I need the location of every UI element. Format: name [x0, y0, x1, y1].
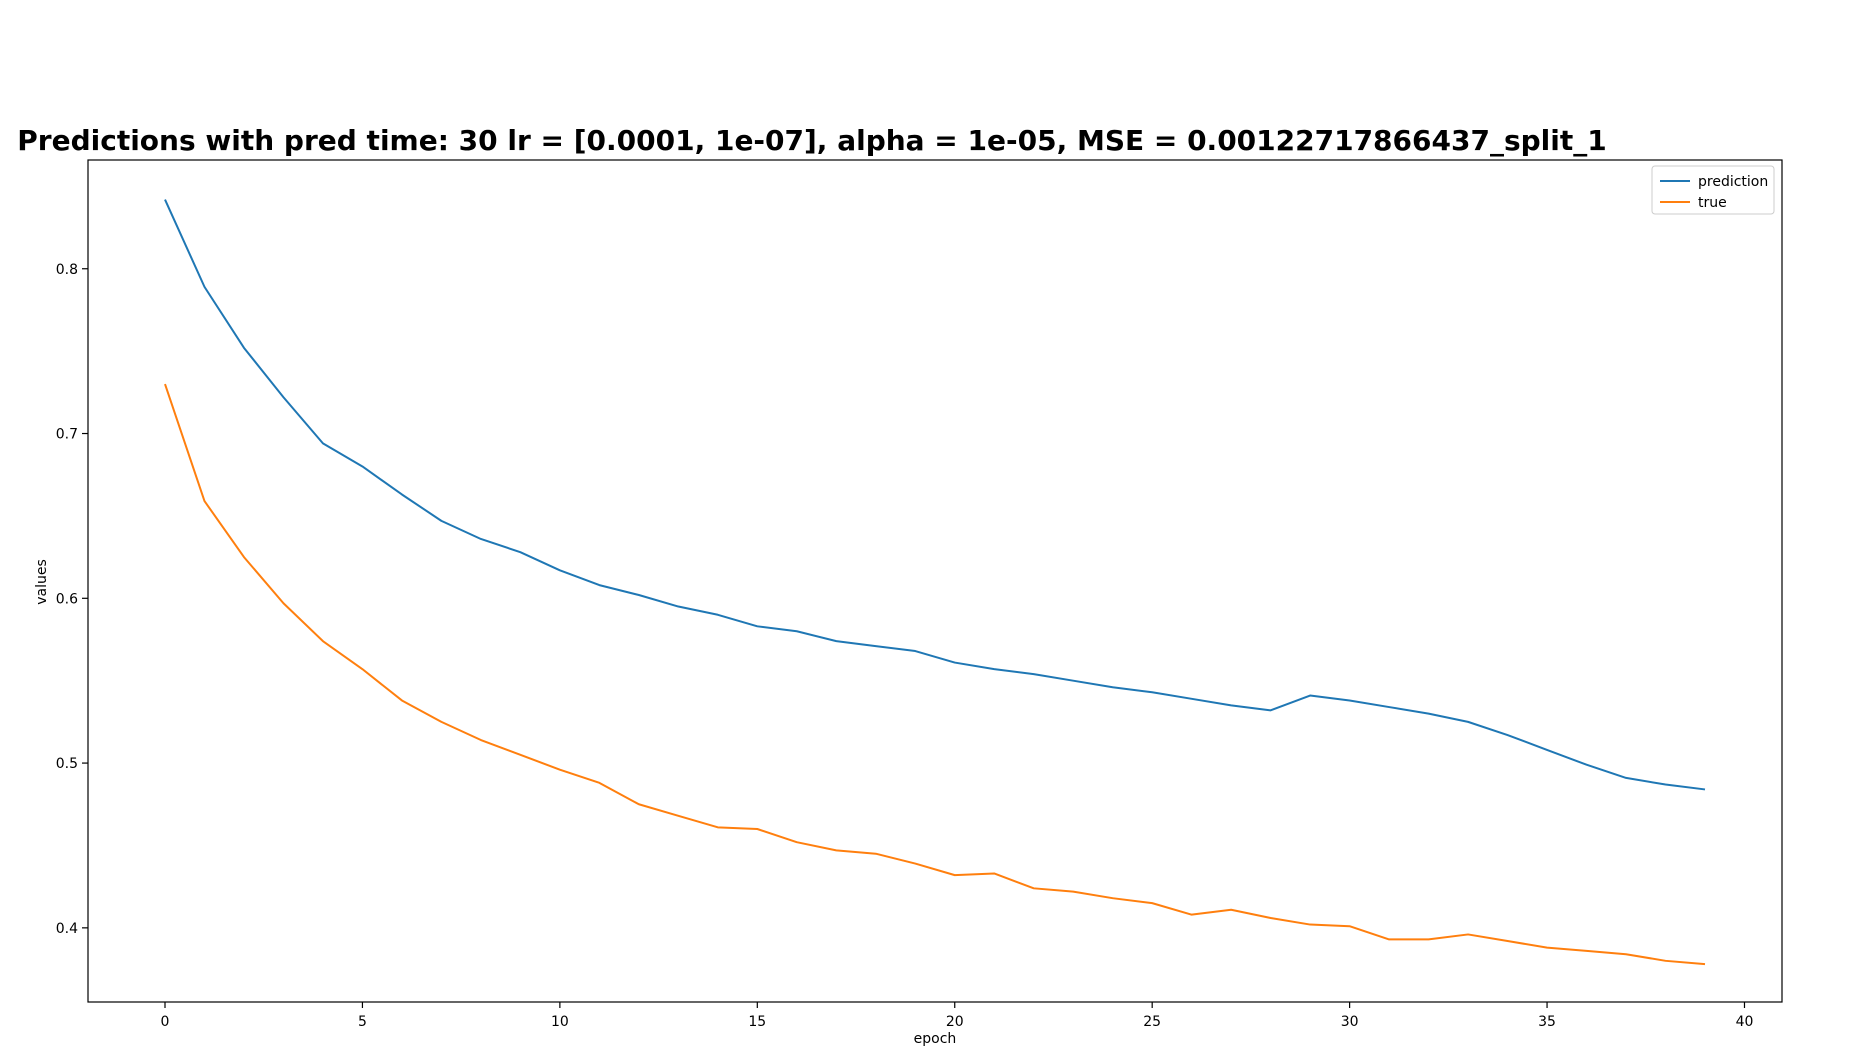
x-tick-label: 5: [358, 1014, 367, 1030]
legend: prediction true: [1651, 165, 1775, 215]
series-line-true: [164, 383, 1706, 966]
x-tick-label: 15: [748, 1014, 766, 1030]
x-tick-label: 10: [551, 1014, 569, 1030]
x-tick-label: 30: [1341, 1014, 1359, 1030]
y-tick-label: 0.6: [56, 591, 78, 607]
y-tick-label: 0.4: [56, 921, 78, 937]
plot-area: 0 5 10 15 20 25 30 35 40 0.4 0.5 0.6 0.7 0.8: [56, 159, 1783, 1030]
x-tick-label: 0: [161, 1014, 170, 1030]
x-tick-label: 35: [1538, 1014, 1556, 1030]
series-line-prediction: [164, 199, 1706, 791]
y-axis-label: values: [34, 559, 50, 605]
x-tick-label: 20: [946, 1014, 964, 1030]
x-tick-label: 25: [1143, 1014, 1161, 1030]
y-tick-label: 0.8: [56, 262, 78, 278]
chart-title: Predictions with pred time: 30 lr = [0.0…: [17, 124, 1606, 157]
axes-frame: [87, 159, 1783, 1003]
legend-label-true: true: [1698, 195, 1727, 211]
x-tick-label: 40: [1736, 1014, 1754, 1030]
y-tick-label: 0.5: [56, 756, 78, 772]
y-tick-label: 0.7: [56, 427, 78, 443]
x-axis-label: epoch: [914, 1031, 957, 1047]
legend-label-prediction: prediction: [1698, 174, 1768, 190]
